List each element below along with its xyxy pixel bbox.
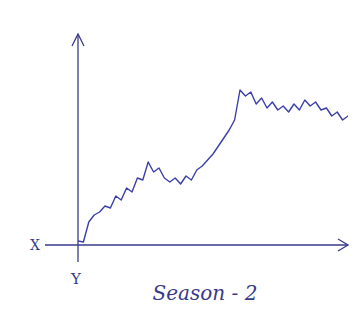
x-axis-arrow [338,239,348,251]
x-label: X [30,237,40,253]
y-axis-arrow [72,34,84,46]
x-axis [45,244,348,245]
title: Season - 2 [153,281,258,305]
y-label: Y [70,270,82,288]
chart: X Y Season - 2 [0,0,356,320]
plot-area [78,90,348,242]
y-axis [77,35,78,262]
series-line [78,90,348,242]
